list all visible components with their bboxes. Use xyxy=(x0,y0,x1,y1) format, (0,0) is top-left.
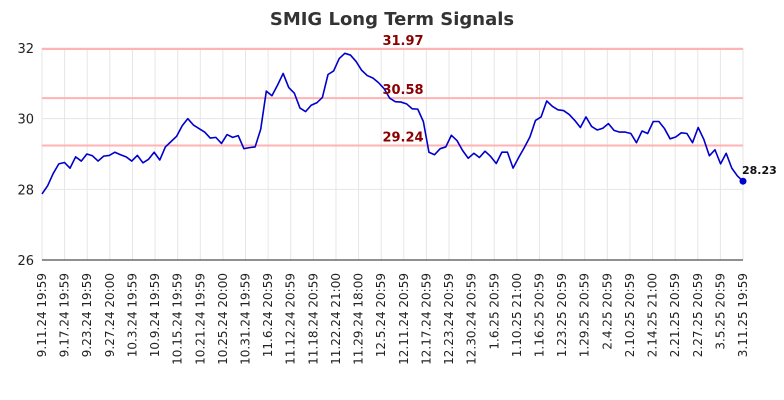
x-tick-label: 9.27.24 20:00 xyxy=(103,273,117,357)
y-tick-label: 28 xyxy=(17,183,34,198)
x-tick-label: 10.25.24 20:00 xyxy=(216,273,230,365)
x-tick-label: 1.6.25 20:59 xyxy=(487,273,501,350)
series xyxy=(41,52,747,195)
x-tick-label: 10.31.24 19:59 xyxy=(239,273,253,365)
x-tick-label: 12.23.24 20:59 xyxy=(442,273,456,365)
labels: 31.97 30.58 29.24 28.23 xyxy=(382,34,776,177)
x-tick-label: 10.9.24 19:59 xyxy=(148,273,162,357)
x-tick-label: 2.10.25 20:59 xyxy=(623,273,637,357)
x-tick-label: 9.23.24 19:59 xyxy=(80,273,94,357)
x-tick-label: 3.5.25 20:59 xyxy=(713,273,727,350)
y-tick-label: 26 xyxy=(17,254,34,269)
last-point-marker xyxy=(739,177,747,185)
x-tick-label: 12.17.24 20:59 xyxy=(419,273,433,365)
x-tick-label: 3.11.25 19:59 xyxy=(736,273,750,357)
y-tick-label: 30 xyxy=(17,113,34,128)
reference-label: 31.97 xyxy=(382,34,423,49)
chart-title: SMIG Long Term Signals xyxy=(270,9,514,30)
x-tick-label: 11.18.24 20:59 xyxy=(306,273,320,365)
last-point-label: 28.23 xyxy=(742,164,777,177)
x-tick-label: 9.11.24 19:59 xyxy=(35,273,49,357)
x-tick-label: 1.10.25 21:00 xyxy=(510,273,524,357)
reference-label: 30.58 xyxy=(382,83,423,98)
price-line xyxy=(41,52,744,195)
grid xyxy=(41,47,744,261)
x-tick-label: 11.29.24 18:00 xyxy=(352,273,366,365)
x-tick-label: 1.23.25 20:59 xyxy=(555,273,569,357)
axes: 26 28 30 32 9.11.24 19:59 9.17.24 19:59 9.23.2… xyxy=(17,42,750,365)
x-tick-label: 10.3.24 19:59 xyxy=(125,273,139,357)
x-tick-label: 12.11.24 20:59 xyxy=(397,273,411,365)
x-tick-label: 12.30.24 20:59 xyxy=(465,273,479,365)
x-tick-label: 2.4.25 20:59 xyxy=(600,273,614,350)
x-tick-label: 1.16.25 20:59 xyxy=(532,273,546,357)
x-tick-label: 2.21.25 20:59 xyxy=(668,273,682,357)
reference-lines xyxy=(42,48,743,147)
x-tick-label: 11.6.24 20:59 xyxy=(261,273,275,357)
x-tick-label: 9.17.24 19:59 xyxy=(58,273,72,357)
y-tick-label: 32 xyxy=(17,42,34,57)
x-tick-label: 12.5.24 20:59 xyxy=(374,273,388,357)
x-tick-label: 11.22.24 21:00 xyxy=(329,273,343,365)
reference-label: 29.24 xyxy=(382,131,423,146)
x-tick-label: 10.15.24 19:59 xyxy=(171,273,185,365)
x-tick-label: 1.29.25 20:59 xyxy=(578,273,592,357)
x-tick-label: 11.12.24 20:59 xyxy=(284,273,298,365)
x-tick-label: 10.21.24 19:59 xyxy=(193,273,207,365)
x-tick-label: 2.27.25 20:59 xyxy=(691,273,705,357)
x-tick-label: 2.14.25 21:00 xyxy=(646,273,660,357)
